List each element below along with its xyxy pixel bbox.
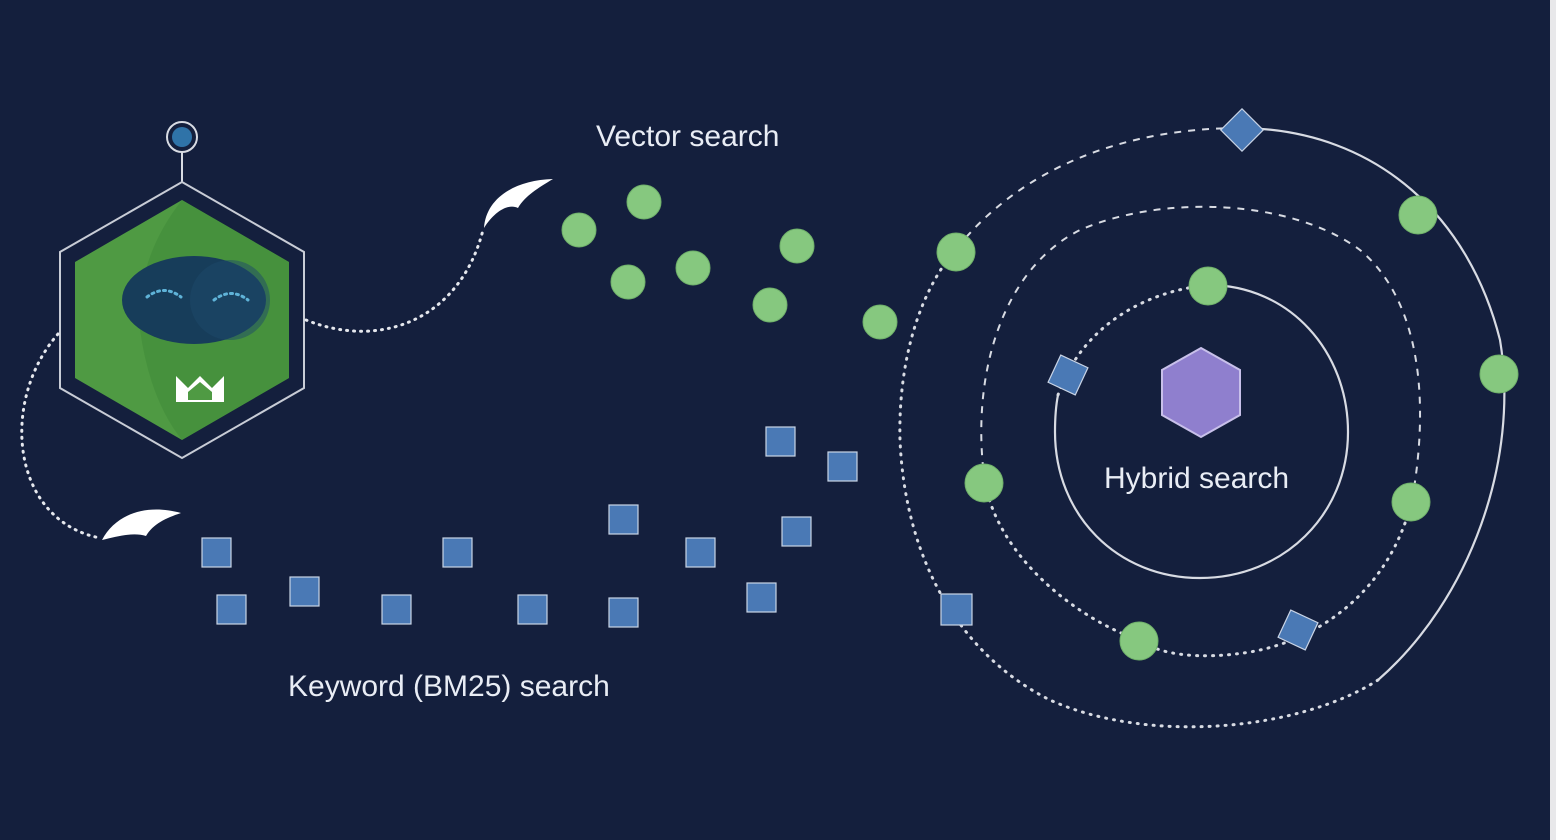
keyword-point <box>608 597 639 628</box>
vector-point <box>610 264 646 300</box>
keyword-points <box>201 426 858 628</box>
keyword-point <box>827 451 858 482</box>
hybrid-keyword-point <box>940 593 973 626</box>
hybrid-vector-point <box>1479 354 1519 394</box>
hybrid-keyword-point <box>1277 609 1319 651</box>
keyword-point <box>781 516 812 547</box>
vector-search-label: Vector search <box>596 120 779 153</box>
vector-point <box>752 287 788 323</box>
hybrid-vector-point <box>1188 266 1228 306</box>
vector-point <box>862 304 898 340</box>
keyword-point <box>517 594 548 625</box>
hybrid-vector-point <box>1391 482 1431 522</box>
hybrid-vector-point <box>936 232 976 272</box>
keyword-point <box>216 594 247 625</box>
hexagon-icon <box>1161 346 1241 439</box>
keyword-search-label: Keyword (BM25) search <box>288 670 610 703</box>
vector-points <box>561 184 898 340</box>
keyword-point <box>289 576 320 607</box>
keyword-point <box>685 537 716 568</box>
keyword-point <box>765 426 796 457</box>
hybrid-circle-points <box>936 195 1519 661</box>
keyword-point <box>381 594 412 625</box>
vector-point <box>626 184 662 220</box>
hybrid-square-points <box>940 107 1319 651</box>
hybrid-vector-point <box>964 463 1004 503</box>
robot-logo-icon <box>59 121 305 460</box>
vector-point <box>779 228 815 264</box>
beak-icon <box>102 509 181 540</box>
keyword-point <box>201 537 232 568</box>
vector-point <box>675 250 711 286</box>
frame-edge <box>1550 0 1556 840</box>
hybrid-search-label: Hybrid search <box>1104 462 1289 495</box>
beak-icon <box>484 179 553 228</box>
keyword-point <box>608 504 639 535</box>
keyword-point <box>746 582 777 613</box>
vector-point <box>561 212 597 248</box>
hybrid-keyword-point <box>1219 107 1265 153</box>
hybrid-vector-point <box>1119 621 1159 661</box>
keyword-point <box>442 537 473 568</box>
hybrid-vector-point <box>1398 195 1438 235</box>
hybrid-keyword-point <box>1047 354 1089 396</box>
